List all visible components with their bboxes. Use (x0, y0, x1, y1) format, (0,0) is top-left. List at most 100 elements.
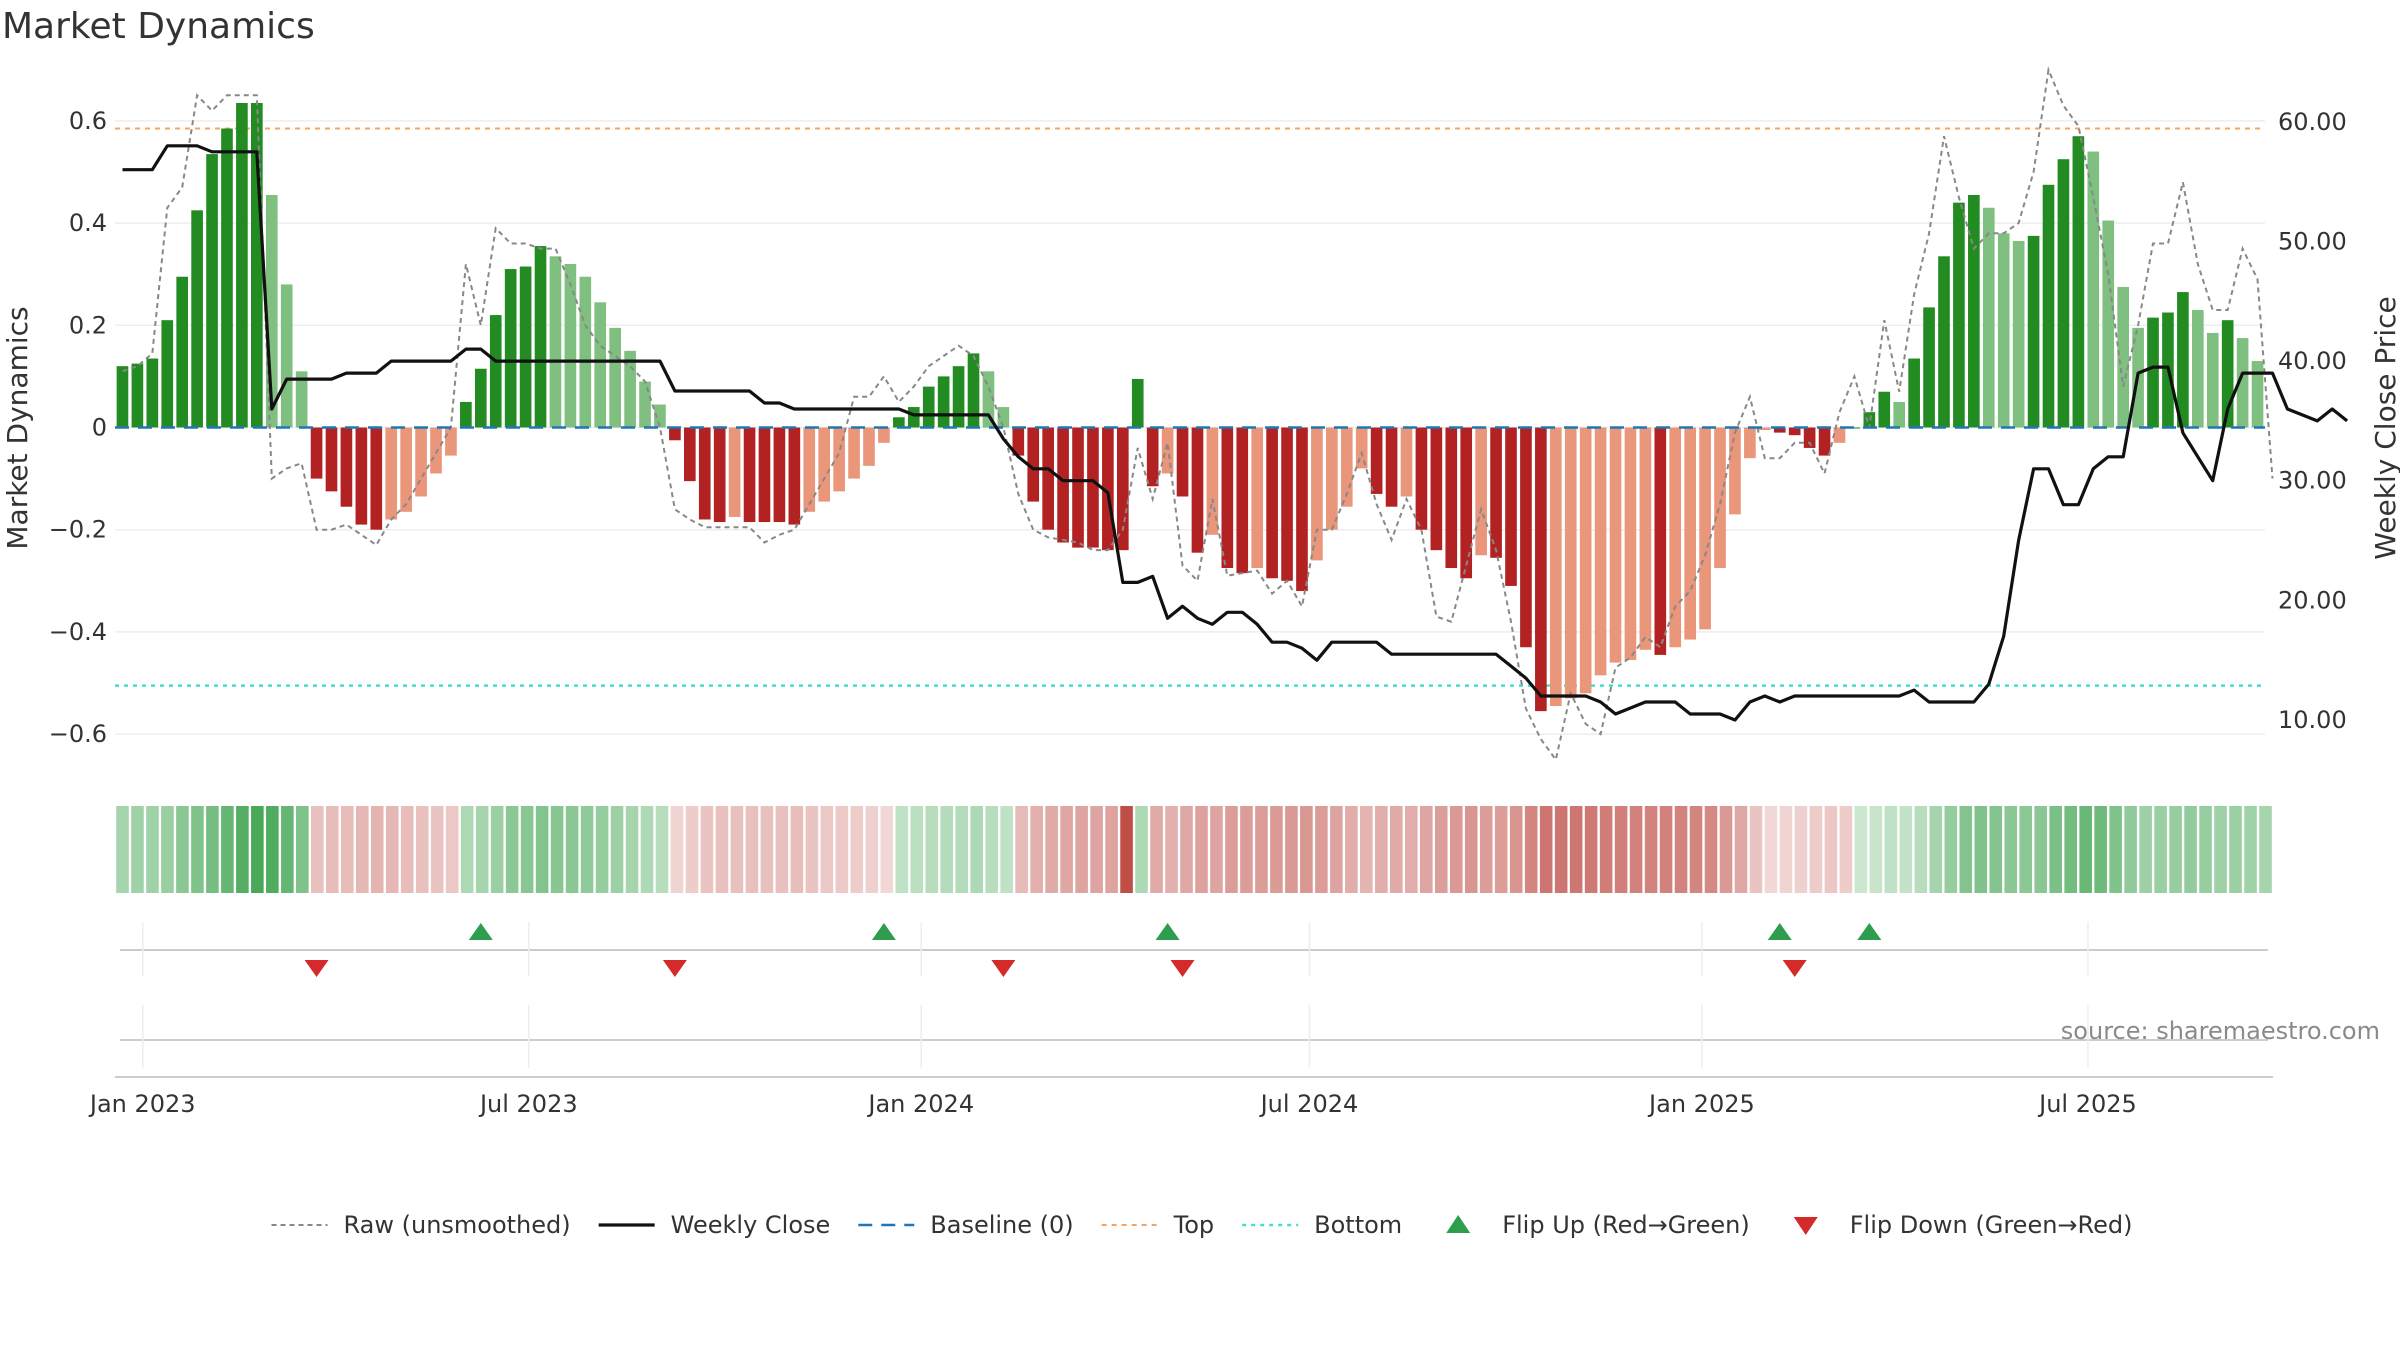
strip-cell (880, 806, 894, 893)
bar (818, 427, 831, 502)
strip-cell (955, 806, 969, 893)
x-tick-label: Jan 2025 (1647, 1090, 1755, 1118)
bar (445, 427, 457, 456)
strip-cell (1944, 806, 1958, 893)
strip-cell (1554, 806, 1568, 893)
bar (1744, 427, 1756, 459)
flip-up-marker (1155, 923, 1180, 940)
bar (116, 366, 129, 428)
strip-cell (985, 806, 998, 893)
strip-cell (1794, 806, 1808, 893)
bar (1042, 427, 1054, 530)
strip-cell (1030, 806, 1043, 893)
bar (1326, 427, 1338, 530)
bar (728, 427, 741, 517)
y-tick-label-left: −0.6 (49, 720, 107, 748)
strip-cell (1599, 806, 1613, 893)
source-label: source: sharemaestro.com (2061, 1017, 2380, 1045)
strip-cell (925, 806, 939, 893)
y-tick-label-left: −0.2 (49, 516, 107, 544)
bar (1445, 427, 1458, 569)
bar (1938, 256, 1950, 428)
bar (1415, 427, 1428, 530)
bar (1833, 427, 1846, 443)
bar (2057, 159, 2070, 428)
strip-cell (1929, 806, 1943, 893)
bar (594, 302, 607, 428)
bar (1087, 427, 1099, 548)
strip-cell (2004, 806, 2018, 893)
bar (848, 427, 860, 479)
bar (1281, 427, 1293, 581)
legend: Raw (unsmoothed) Weekly Close Baseline (0)… (271, 1211, 2132, 1239)
strip-cell (475, 806, 489, 893)
bar (1475, 427, 1487, 556)
y-tick-label-left: −0.4 (49, 618, 107, 646)
strip-cell (1405, 806, 1418, 893)
bar (2087, 151, 2100, 428)
bar (1311, 427, 1323, 561)
legend-item-bottom: Bottom (1242, 1211, 1402, 1239)
strip-cell (146, 806, 159, 893)
strip-cell (221, 806, 234, 893)
strip-cell (1644, 806, 1658, 893)
strip-cell (370, 806, 384, 893)
bar (1430, 427, 1443, 551)
bar (1072, 427, 1084, 548)
y-tick-label-left: 0.6 (69, 107, 107, 135)
strip-cell (1464, 806, 1478, 893)
bar (1759, 427, 1771, 431)
bar (743, 427, 756, 523)
y-tick-label-right: 10.00 (2278, 706, 2347, 734)
y-tick-label-right: 20.00 (2278, 586, 2347, 614)
strip-cell (2139, 806, 2152, 893)
strip-cell (1255, 806, 1268, 893)
bar (1669, 427, 1682, 648)
strip-cell (1000, 806, 1013, 893)
bar (1296, 427, 1308, 592)
strip-cell (1240, 806, 1253, 893)
legend-label: Weekly Close (671, 1211, 831, 1239)
strip-cell (131, 806, 144, 893)
strip-cell (1449, 806, 1463, 893)
strip-cell (430, 806, 444, 893)
bar (937, 376, 950, 428)
strip-cell (685, 806, 699, 893)
bar (997, 407, 1010, 428)
bar (624, 350, 636, 428)
strip-cell (1060, 806, 1073, 893)
bar (2027, 235, 2040, 428)
y-axis-label-left: Market Dynamics (1, 306, 34, 549)
strip-cell (835, 806, 849, 893)
bar (1803, 427, 1816, 448)
strip-cell (1854, 806, 1868, 893)
strip-cell (161, 806, 174, 893)
strip-cell (191, 806, 204, 893)
bar (1131, 378, 1144, 428)
bars (116, 102, 2264, 712)
bar (878, 427, 890, 443)
momentum-strip (116, 806, 2272, 893)
strip-cell (1734, 806, 1748, 893)
bar (1266, 427, 1278, 579)
bar (460, 401, 472, 428)
strip-cell (206, 806, 219, 893)
strip-cell (1809, 806, 1823, 893)
legend-label: Top (1173, 1211, 1215, 1239)
bar (1788, 427, 1801, 436)
y-axis-label-right: Weekly Close Price (2369, 296, 2400, 559)
strip-cell (595, 806, 609, 893)
flip-up-marker (1767, 923, 1792, 940)
bar (1370, 427, 1383, 494)
strip-cell (281, 806, 294, 893)
strip-cell (865, 806, 879, 893)
strip-cell (1105, 806, 1118, 893)
y-tick-label-right: 50.00 (2278, 227, 2347, 255)
strip-cell (1165, 806, 1178, 893)
bar (176, 276, 189, 428)
bar (2012, 240, 2025, 428)
strip-cell (805, 806, 819, 893)
bar (191, 210, 203, 428)
strip-cell (2229, 806, 2242, 893)
